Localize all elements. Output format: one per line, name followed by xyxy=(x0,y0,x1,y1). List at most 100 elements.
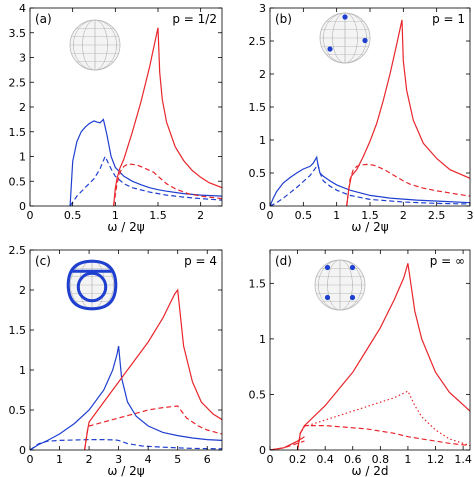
y-tick-label: 0 xyxy=(19,444,26,457)
plot-frame xyxy=(29,7,223,207)
panel-label: (d) xyxy=(275,254,292,268)
sphere-icon xyxy=(69,19,121,71)
inset-dot xyxy=(349,264,356,271)
inset-dot xyxy=(324,294,331,301)
x-tick-label: 3 xyxy=(115,453,122,466)
plot-frame xyxy=(29,249,223,451)
x-tick-label: 0.2 xyxy=(289,453,307,466)
y-tick-label: 2 xyxy=(259,68,266,81)
p-annotation: p = 1 xyxy=(432,12,465,26)
x-tick-label: 1 xyxy=(112,209,119,222)
y-tick-label: 0 xyxy=(19,200,26,213)
series-line xyxy=(346,19,470,206)
series-line xyxy=(84,405,222,450)
y-tick-label: 1.5 xyxy=(249,277,267,290)
x-tick-label: 1.5 xyxy=(149,209,167,222)
x-tick-label: 2.5 xyxy=(428,209,446,222)
x-tick-label: 1.4 xyxy=(454,453,472,466)
y-tick-label: 1 xyxy=(259,134,266,147)
x-tick-label: 0 xyxy=(27,209,34,222)
p-annotation: p = 1/2 xyxy=(172,12,217,26)
series-line xyxy=(84,288,222,450)
inset-dot xyxy=(327,46,333,52)
series-line xyxy=(69,118,222,206)
y-tick-label: 1.5 xyxy=(9,324,27,337)
y-tick-label: 2.5 xyxy=(249,35,267,48)
series-line xyxy=(346,163,470,206)
y-tick-label: 3.5 xyxy=(9,27,27,40)
x-tick-label: 0.6 xyxy=(344,453,362,466)
x-tick-label: 0.5 xyxy=(64,209,82,222)
series-line xyxy=(69,155,222,206)
y-tick-label: 0 xyxy=(259,444,266,457)
x-tick-label: 6 xyxy=(204,453,211,466)
y-tick-label: 0.5 xyxy=(249,167,267,180)
y-tick-label: 1 xyxy=(259,333,266,346)
inset-dot xyxy=(342,14,348,20)
y-tick-label: 1.5 xyxy=(249,101,267,114)
panel-label: (b) xyxy=(275,12,292,26)
x-tick-label: 0 xyxy=(27,453,34,466)
x-axis-label: ω / 2ψ xyxy=(107,220,144,234)
y-tick-label: 3 xyxy=(19,52,26,65)
x-tick-label: 2 xyxy=(197,209,204,222)
y-tick-label: 0 xyxy=(259,200,266,213)
p-annotation: p = 4 xyxy=(184,254,217,268)
series-line xyxy=(113,27,222,206)
x-tick-label: 0.5 xyxy=(295,209,313,222)
y-tick-label: 1.5 xyxy=(9,126,27,139)
x-tick-label: 0.4 xyxy=(316,453,334,466)
series-line xyxy=(270,436,305,450)
panel-label: (c) xyxy=(35,254,51,268)
sphere-icon xyxy=(319,12,371,64)
y-tick-label: 0.5 xyxy=(9,175,27,188)
series-line xyxy=(297,390,470,450)
x-tick-label: 1 xyxy=(404,453,411,466)
x-axis-label: ω / 2ψ xyxy=(107,464,144,477)
inset-dot xyxy=(362,37,368,44)
x-tick-label: 0 xyxy=(267,209,274,222)
y-tick-label: 2.5 xyxy=(9,76,27,89)
series-line xyxy=(30,345,222,450)
series-line xyxy=(270,440,305,450)
x-tick-label: 3 xyxy=(467,209,474,222)
sphere-icon xyxy=(314,259,366,311)
x-tick-label: 1 xyxy=(56,453,63,466)
series-line xyxy=(270,162,470,206)
panel-d: 0 0.2 0.4 0.6 0.8 1 1.2 1.4 0 0.5 1 1.5 (d) p = ∞ ω / … xyxy=(249,249,472,477)
p-annotation: p = ∞ xyxy=(430,254,465,268)
x-tick-label: 1.5 xyxy=(361,209,379,222)
y-tick-label: 2.5 xyxy=(9,244,27,257)
panel-b: 0 0.5 1 1.5 2 2.5 3 0 0.5 1 1.5 2 2.5 3 (b) p = 1 ω / 2ψ xyxy=(249,2,474,234)
x-tick-label: 2 xyxy=(400,209,407,222)
y-tick-label: 0.5 xyxy=(9,404,27,417)
x-tick-label: 5 xyxy=(174,453,181,466)
y-tick-label: 2 xyxy=(19,101,26,114)
x-tick-label: 1.2 xyxy=(427,453,445,466)
x-axis-label: ω / 2d xyxy=(352,464,389,477)
panel-c: 0 1 2 3 4 5 6 0 0.5 1 1.5 2 2.5 (c) p = 4 ω / 2ψ xyxy=(9,244,223,477)
series-line xyxy=(297,263,470,450)
x-axis-label: ω / 2ψ xyxy=(351,220,388,234)
series-line xyxy=(30,439,222,450)
y-tick-label: 0.5 xyxy=(249,388,267,401)
x-tick-label: 0 xyxy=(267,453,274,466)
y-tick-label: 1 xyxy=(19,364,26,377)
x-tick-label: 0.8 xyxy=(372,453,390,466)
x-tick-label: 2 xyxy=(86,453,93,466)
x-tick-label: 1 xyxy=(333,209,340,222)
x-tick-label: 4 xyxy=(145,453,152,466)
y-tick-label: 1 xyxy=(19,151,26,164)
cube-sphere-icon xyxy=(66,259,118,311)
y-tick-label: 3 xyxy=(259,2,266,15)
plot-frame xyxy=(269,249,471,451)
inset-dot xyxy=(349,294,356,301)
panel-label: (a) xyxy=(35,12,52,26)
inset-dot xyxy=(324,264,331,271)
series-line xyxy=(297,425,470,450)
panel-a: 0 0.5 1 1.5 2 0 0.5 1 1.5 2 2.5 3 3.5 4 (a) p = 1/2 ω / … xyxy=(9,2,223,234)
series-line xyxy=(113,163,222,206)
y-tick-label: 4 xyxy=(19,2,26,15)
y-tick-label: 2 xyxy=(19,284,26,297)
